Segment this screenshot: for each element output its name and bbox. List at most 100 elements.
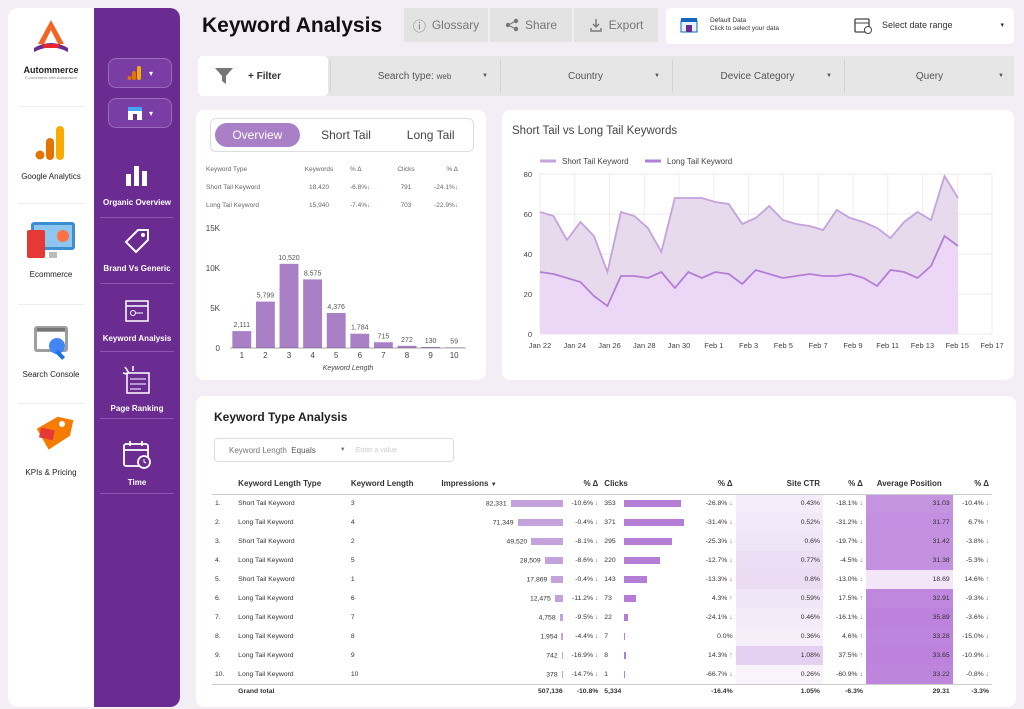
cell-ctr-delta: -16.1% ↓: [823, 608, 866, 627]
device-category-dropdown[interactable]: Device Category ▼: [672, 59, 842, 93]
brand-logo[interactable]: Autommerce E-commerce with Automation: [8, 18, 94, 80]
cell: Long Tail Keyword: [206, 201, 259, 209]
y-tick-label: 15K: [206, 224, 221, 233]
cell-impressions: 17,869: [438, 570, 565, 589]
table-row[interactable]: 8. Long Tail Keyword 8 1,954 -4.4% ↓ 7 0.0% 0.…: [212, 627, 992, 646]
x-tick-label: Jan 28: [633, 341, 656, 350]
keyword-length-filter[interactable]: Keyword Length Equals ▼ Enter a value: [214, 438, 454, 462]
data-source-title: Default Data: [710, 17, 747, 24]
value: -25.3%: [705, 538, 728, 545]
down-arrow-icon: ↓: [594, 576, 599, 583]
column-header[interactable]: Keyword Type: [206, 165, 248, 173]
grand-total-row: Grand total 507,136 -10.8% 5,334 -16.4% 1.05%…: [212, 683, 992, 698]
value: 82,331: [485, 500, 507, 508]
filter-value-input[interactable]: Enter a value: [355, 446, 397, 454]
down-arrow-icon: ↓: [454, 183, 458, 191]
sidebar-item-google-analytics[interactable]: Google Analytics: [8, 116, 94, 181]
data-source-selector[interactable]: ▾: [108, 98, 172, 128]
sidebar-item-search-console[interactable]: Search Console: [8, 314, 94, 379]
column-header[interactable]: % Δ: [446, 165, 458, 173]
column-header[interactable]: Keyword Length Type: [235, 474, 348, 495]
date-range-label: Select date range: [882, 20, 953, 30]
cell-site-ctr: 1.08%: [735, 646, 823, 665]
value: 31.38: [932, 557, 950, 564]
column-header[interactable]: Clicks: [397, 165, 415, 173]
glossary-button[interactable]: ⓘ Glossary: [404, 8, 488, 42]
data-source-subtitle: Click to select your data: [710, 25, 780, 32]
nav-brand-vs-generic[interactable]: Brand Vs Generic: [94, 222, 180, 273]
nav-organic-overview[interactable]: Organic Overview: [94, 156, 180, 207]
column-header[interactable]: % Δ: [952, 474, 992, 495]
value: 14.3%: [708, 652, 728, 659]
app-sidebar: Autommerce E-commerce with Automation Go…: [8, 8, 94, 707]
search-type-label: Search type:: [377, 70, 434, 82]
column-header[interactable]: % Δ: [822, 474, 866, 495]
column-header[interactable]: Keyword Length: [347, 474, 439, 495]
x-tick-label: 10: [450, 351, 459, 360]
analytics-account-selector[interactable]: ▾: [108, 58, 172, 88]
cell-impressions: 82,331: [438, 494, 565, 513]
data-source-icon: [680, 18, 698, 33]
down-arrow-icon: ↓: [594, 652, 599, 659]
column-header[interactable]: Keywords: [304, 165, 334, 173]
table-row[interactable]: 10. Long Tail Keyword 10 378 -14.7% ↓ 1 -66.7%…: [212, 665, 992, 684]
table-row[interactable]: 2. Long Tail Keyword 4 71,349 -0.4% ↓ 371 -31.…: [212, 513, 992, 532]
total-cell: [212, 683, 236, 698]
tab-long-tail[interactable]: Long Tail: [406, 128, 455, 142]
cell-position-delta: 6.7% ↑: [953, 513, 992, 532]
table-row[interactable]: 6. Long Tail Keyword 6 12,475 -11.2% ↓ 73 4.3%…: [212, 589, 992, 608]
glossary-label: Glossary: [431, 18, 480, 32]
data-source-control[interactable]: Default Data Click to select your data: [680, 16, 779, 34]
column-header[interactable]: % Δ: [696, 474, 736, 495]
nav-page-ranking[interactable]: Page Ranking: [94, 362, 180, 413]
column-header[interactable]: Site CTR: [735, 474, 823, 495]
sidebar-item-kpis-pricing[interactable]: KPIs & Pricing: [8, 412, 94, 477]
up-arrow-icon: ↑: [729, 652, 733, 659]
down-arrow-icon: ↓: [859, 670, 863, 678]
value: -0.4%: [575, 519, 593, 526]
chevron-down-icon: ▼: [482, 73, 488, 79]
column-header[interactable]: % Δ: [565, 474, 602, 495]
cell-length: 4: [350, 519, 355, 526]
cell-clicks-delta: -13.3% ↓: [696, 570, 735, 589]
nav-keyword-analysis[interactable]: Keyword Analysis: [94, 292, 180, 343]
down-arrow-icon: ↓: [985, 500, 989, 508]
table-row[interactable]: 4. Long Tail Keyword 5 28,509 -8.6% ↓ 220 -12.…: [212, 551, 992, 570]
query-dropdown[interactable]: Query ▼: [844, 59, 1014, 93]
table-row[interactable]: 5. Short Tail Keyword 1 17,869 -0.4% ↓ 143 -13…: [212, 570, 992, 589]
tab-short-tail[interactable]: Short Tail: [321, 128, 371, 142]
column-header[interactable]: % Δ: [350, 165, 362, 173]
table-row[interactable]: 7. Long Tail Keyword 7 4,758 -9.5% ↓ 22 -24.1%…: [212, 608, 992, 627]
add-filter-label: + Filter: [248, 70, 282, 82]
cell: 15,940: [309, 201, 329, 209]
column-header[interactable]: Impressions ▼: [438, 474, 566, 495]
down-arrow-icon: ↓: [729, 670, 733, 678]
bar: [350, 333, 370, 348]
table-row[interactable]: 9. Long Tail Keyword 9 742 -16.9% ↓ 8 14.3% ↑ 1…: [212, 646, 992, 665]
bar: [279, 263, 299, 348]
overview-table: Keyword Type Keywords % Δ Clicks % Δ Sho…: [206, 160, 476, 214]
value: -16.1%: [836, 614, 858, 621]
nav-time[interactable]: Time: [94, 436, 180, 487]
down-arrow-icon: ↓: [729, 538, 733, 545]
table-row[interactable]: 3. Short Tail Keyword 2 49,520 -8.1% ↓ 295 -25…: [212, 532, 992, 551]
share-button[interactable]: Share: [490, 8, 572, 42]
data-label: 4,376: [327, 304, 345, 311]
table-row[interactable]: 1. Short Tail Keyword 3 82,331 -10.6% ↓ 353 -2…: [212, 494, 992, 513]
filter-operator[interactable]: Equals: [291, 445, 316, 455]
cell-length: 6: [350, 595, 355, 602]
search-type-dropdown[interactable]: Search type: web ▼: [330, 59, 498, 93]
value: 31.03: [932, 500, 950, 508]
column-header[interactable]: Average Position: [865, 474, 953, 495]
cell-ctr-delta: -18.1% ↓: [823, 494, 866, 513]
sidebar-item-label: Search Console: [22, 370, 80, 379]
cell-ctr-delta: -19.7% ↓: [823, 532, 866, 551]
sidebar-item-ecommerce[interactable]: Ecommerce: [8, 214, 94, 279]
row-number: 1.: [215, 500, 221, 508]
tab-overview[interactable]: Overview: [215, 123, 300, 147]
column-header[interactable]: Clicks: [601, 474, 697, 495]
add-filter-button[interactable]: + Filter: [198, 56, 328, 96]
export-button[interactable]: Export: [574, 8, 658, 42]
country-dropdown[interactable]: Country ▼: [500, 59, 670, 93]
date-range-picker[interactable]: Select date range ▾: [854, 16, 1004, 34]
